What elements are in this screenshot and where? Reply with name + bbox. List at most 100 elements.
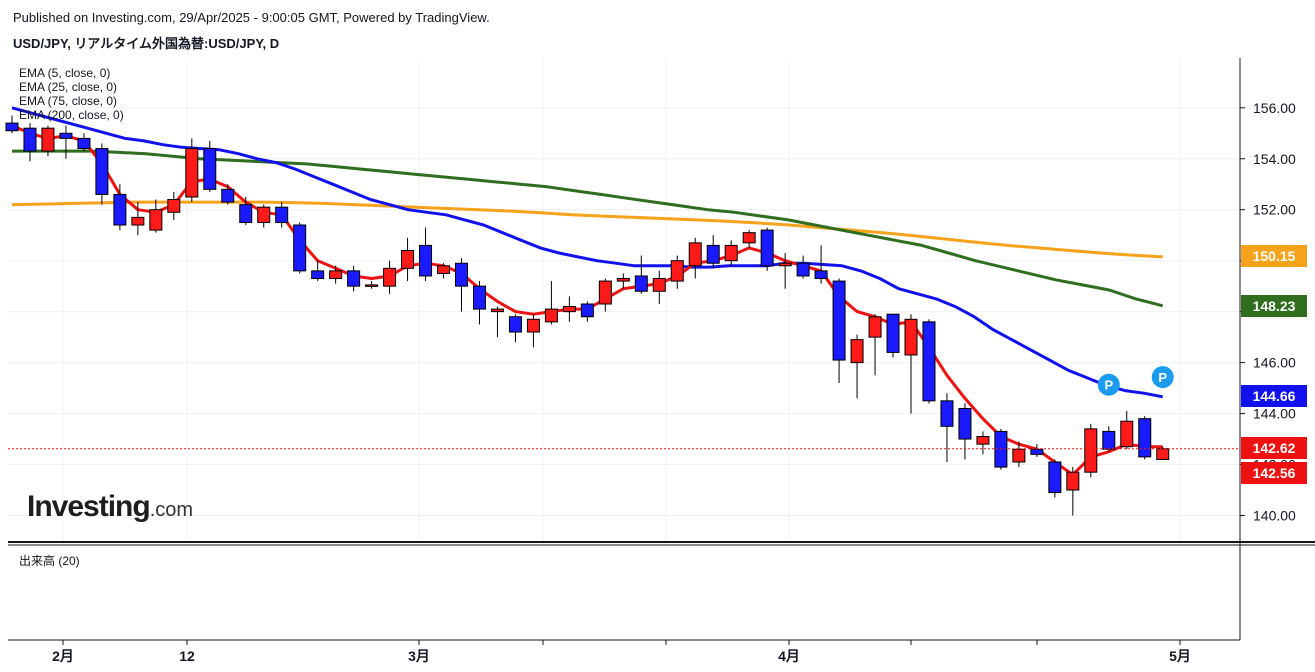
candle (437, 263, 451, 279)
series-line-ema200 (11, 200, 1163, 259)
candle (886, 313, 900, 358)
candle (221, 184, 235, 205)
candle-body (257, 206, 271, 223)
candle-body (167, 199, 181, 213)
candle (832, 278, 846, 383)
candle-body (652, 278, 666, 292)
candle-body (203, 148, 217, 190)
grid-lines (8, 58, 1240, 541)
event-marker[interactable]: P (1151, 366, 1174, 389)
candle-body (1066, 471, 1080, 491)
candle (904, 314, 918, 414)
candle (1084, 423, 1098, 478)
price-tag: 148.23 (1241, 295, 1307, 317)
candle (526, 314, 540, 348)
candle (976, 431, 990, 455)
candle-body (580, 303, 594, 318)
y-tick-label: 152.00 (1253, 202, 1296, 218)
candle (293, 222, 307, 274)
candle-body (77, 137, 91, 150)
candle (724, 240, 738, 266)
candle-body (832, 280, 846, 361)
candle-body (940, 400, 954, 427)
candle-body (383, 267, 397, 287)
candle (796, 255, 810, 279)
volume-label[interactable]: 出来高 (20) (19, 554, 80, 568)
candle-body (670, 260, 684, 282)
candle-body (778, 262, 792, 267)
marker-label: P (1104, 378, 1113, 393)
candle-body (455, 262, 468, 287)
candle-body (994, 430, 1008, 468)
price-tag-label: 142.56 (1253, 465, 1296, 481)
candle-body (724, 244, 738, 262)
indicator-ema25-label[interactable]: EMA (25, close, 0) (19, 80, 118, 94)
candle (365, 281, 379, 289)
candle (23, 123, 37, 162)
candle (616, 273, 630, 289)
candle-body (419, 244, 433, 277)
x-tick-label: 12 (179, 648, 195, 664)
candle (706, 235, 720, 269)
candle-body (976, 436, 990, 445)
event-marker[interactable]: P (1097, 373, 1120, 396)
candle-body (472, 285, 486, 310)
candle (5, 115, 19, 134)
candle-body (185, 148, 199, 198)
candle (472, 281, 486, 325)
candle (562, 296, 576, 322)
candle (922, 319, 936, 404)
indicator-ema200-label[interactable]: EMA (200, close, 0) (19, 108, 124, 122)
candle (742, 230, 756, 248)
y-tick-label: 156.00 (1253, 100, 1296, 116)
candle (814, 245, 828, 284)
y-tick-label: 146.00 (1253, 355, 1296, 371)
indicator-ema5-label[interactable]: EMA (5, close, 0) (19, 66, 111, 80)
candle-body (221, 188, 235, 203)
candle (580, 301, 594, 322)
price-tag-label: 150.15 (1253, 248, 1296, 264)
x-tick-label: 4月 (778, 648, 800, 664)
candle-body (113, 193, 127, 226)
candle (275, 202, 289, 228)
candle-body (275, 206, 289, 223)
candle (149, 199, 163, 233)
published-header: Published on Investing.com, 29/Apr/2025 … (13, 10, 490, 25)
candles (5, 115, 1170, 516)
candle (1066, 467, 1080, 516)
candle-body (616, 278, 630, 282)
candle-body (329, 270, 343, 280)
candle-body (958, 407, 972, 440)
candle-body (1084, 428, 1098, 473)
candle (544, 281, 558, 325)
candle (868, 314, 882, 376)
candle-body (886, 313, 900, 353)
candle-body (634, 275, 648, 292)
candle-body (59, 132, 73, 139)
candle-body (293, 224, 307, 272)
candle-body (149, 209, 163, 231)
candle (41, 125, 55, 157)
candle (1030, 444, 1044, 457)
candle-body (1120, 420, 1134, 448)
candle (490, 306, 504, 338)
candle (1048, 459, 1062, 498)
candle-body (526, 318, 540, 333)
price-tag-bg (1241, 437, 1307, 459)
price-tag: 142.62 (1241, 437, 1307, 459)
candle-body (401, 249, 415, 269)
x-tick-label: 2月 (52, 648, 74, 664)
candle-body (1102, 430, 1116, 450)
indicator-ema75-label[interactable]: EMA (75, close, 0) (19, 94, 118, 108)
candle (419, 227, 433, 282)
series-line-ema25 (11, 106, 1163, 399)
candle (688, 237, 702, 279)
candle-body (760, 229, 774, 267)
candle-body (562, 306, 576, 313)
candle-body (5, 122, 19, 132)
candle (311, 260, 325, 282)
candle-body (796, 262, 810, 277)
series-line-ema75 (12, 149, 1164, 308)
candle-body (437, 265, 451, 274)
